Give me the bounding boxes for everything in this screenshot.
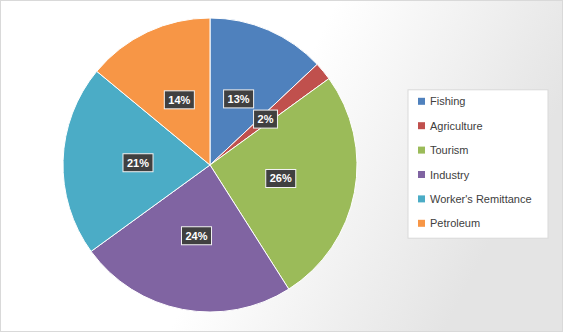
legend-label: Petroleum	[430, 217, 480, 229]
data-label-box	[164, 91, 194, 109]
legend-swatch	[418, 195, 425, 202]
data-label-text: 24%	[185, 230, 207, 242]
data-label: 24%	[181, 227, 211, 245]
legend-swatch	[418, 171, 425, 178]
legend-swatch	[418, 147, 425, 154]
data-label-text: 2%	[258, 113, 274, 125]
legend-swatch	[418, 122, 425, 129]
data-label: 26%	[266, 169, 296, 187]
legend-box	[408, 90, 548, 238]
legend-label: Industry	[430, 169, 470, 181]
pie-slice	[97, 18, 210, 165]
data-label: 21%	[123, 154, 153, 172]
data-label-box	[123, 154, 153, 172]
legend-swatch	[418, 98, 425, 105]
data-label-text: 13%	[228, 93, 250, 105]
data-label: 14%	[164, 91, 194, 109]
data-label-box	[266, 169, 296, 187]
legend-label: Tourism	[430, 144, 469, 156]
data-label-text: 14%	[168, 94, 190, 106]
legend-label: Fishing	[430, 95, 465, 107]
background	[1, 1, 563, 332]
legend: Fishing Agriculture Tourism Industry Worker'…	[408, 90, 548, 238]
data-label-text: 26%	[270, 172, 292, 184]
pie	[63, 18, 357, 312]
legend-label: Worker's Remittance	[430, 193, 532, 205]
data-label-box	[181, 227, 211, 245]
data-label-box	[224, 90, 254, 108]
data-labels: 13% 2% 26% 24% 21% 14%	[123, 90, 296, 245]
data-label: 13%	[224, 90, 254, 108]
legend-swatch	[418, 220, 425, 227]
legend-label: Agriculture	[430, 120, 483, 132]
data-label-text: 21%	[127, 157, 149, 169]
data-label: 2%	[254, 110, 278, 128]
chart: 13% 2% 26% 24% 21% 14% Fishing Agriculture Tour…	[0, 0, 563, 332]
data-label-box	[254, 110, 278, 128]
